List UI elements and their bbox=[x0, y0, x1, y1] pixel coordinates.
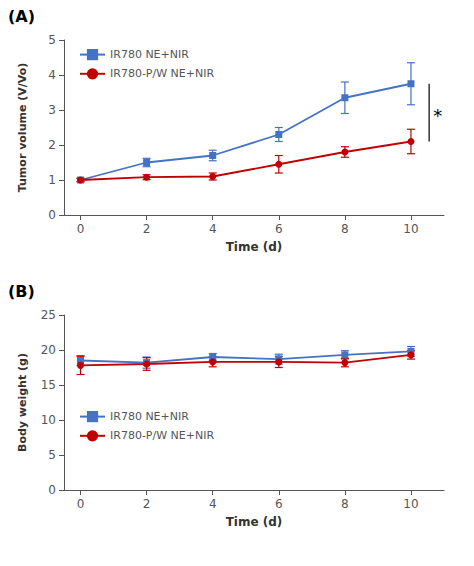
svg-text:Tumor volume (V/Vo): Tumor volume (V/Vo) bbox=[16, 63, 29, 193]
svg-text:IR780-P/W NE+NIR: IR780-P/W NE+NIR bbox=[110, 429, 214, 442]
svg-text:8: 8 bbox=[341, 222, 349, 236]
svg-text:10: 10 bbox=[403, 222, 418, 236]
svg-text:IR780-P/W NE+NIR: IR780-P/W NE+NIR bbox=[110, 67, 214, 80]
svg-text:(B): (B) bbox=[8, 282, 35, 301]
svg-text:6: 6 bbox=[275, 222, 283, 236]
svg-text:0: 0 bbox=[77, 222, 85, 236]
svg-text:10: 10 bbox=[41, 413, 56, 427]
svg-text:Time (d): Time (d) bbox=[226, 240, 283, 254]
svg-text:2: 2 bbox=[48, 138, 56, 152]
svg-text:4: 4 bbox=[209, 222, 217, 236]
svg-text:0: 0 bbox=[48, 208, 56, 222]
svg-text:4: 4 bbox=[209, 497, 217, 511]
svg-text:25: 25 bbox=[41, 308, 56, 322]
svg-text:2: 2 bbox=[143, 222, 151, 236]
svg-text:15: 15 bbox=[41, 378, 56, 392]
svg-text:(A): (A) bbox=[8, 7, 35, 26]
svg-text:Body weight (g): Body weight (g) bbox=[16, 353, 29, 452]
svg-text:10: 10 bbox=[403, 497, 418, 511]
svg-text:8: 8 bbox=[341, 497, 349, 511]
svg-text:5: 5 bbox=[48, 33, 56, 47]
svg-text:IR780 NE+NIR: IR780 NE+NIR bbox=[110, 410, 189, 423]
svg-text:6: 6 bbox=[275, 497, 283, 511]
svg-text:IR780 NE+NIR: IR780 NE+NIR bbox=[110, 48, 189, 61]
svg-text:20: 20 bbox=[41, 343, 56, 357]
svg-text:Time (d): Time (d) bbox=[226, 515, 283, 529]
svg-text:5: 5 bbox=[48, 448, 56, 462]
svg-text:3: 3 bbox=[48, 103, 56, 117]
svg-text:0: 0 bbox=[77, 497, 85, 511]
svg-text:*: * bbox=[433, 105, 442, 126]
svg-text:1: 1 bbox=[48, 173, 56, 187]
svg-text:2: 2 bbox=[143, 497, 151, 511]
svg-text:4: 4 bbox=[48, 68, 56, 82]
svg-text:0: 0 bbox=[48, 483, 56, 497]
